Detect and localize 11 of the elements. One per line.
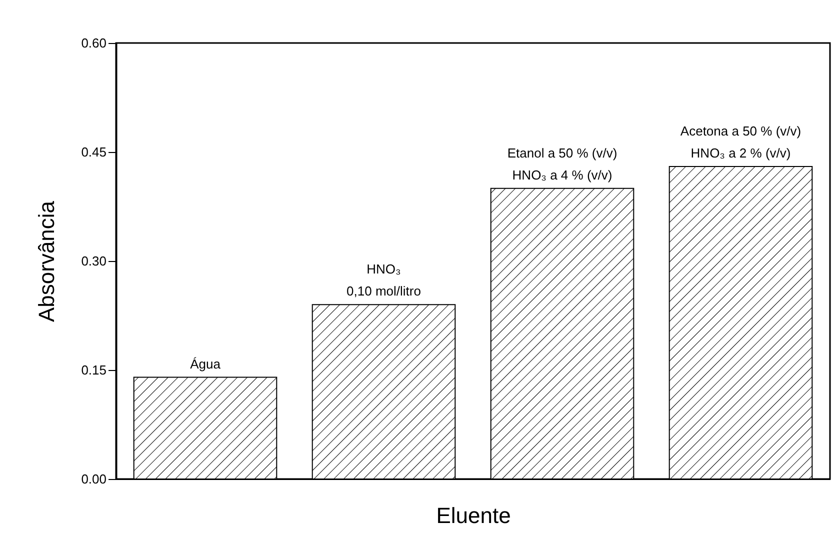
text: Etanol a 50 % (v/v) HNO₃ a 4 % (v/v) xyxy=(507,145,618,182)
y-tick-label: 0.30 xyxy=(81,254,106,268)
text: HNO₃ 0,10 mol/litro xyxy=(346,262,421,299)
y-tick-label: 0.15 xyxy=(81,362,106,378)
text: Acetona a 50 % (v/v) HNO₃ a 2 % (v/v) xyxy=(680,124,802,161)
y-tick-label: 0.45 xyxy=(81,144,106,160)
annotation: Água xyxy=(190,356,222,372)
y-tick-label: 0.00 xyxy=(81,472,106,486)
y-axis-title: Absorvância xyxy=(34,200,60,322)
x-axis-title: Eluente xyxy=(436,503,511,528)
y-tick-label: 0.60 xyxy=(81,36,106,50)
